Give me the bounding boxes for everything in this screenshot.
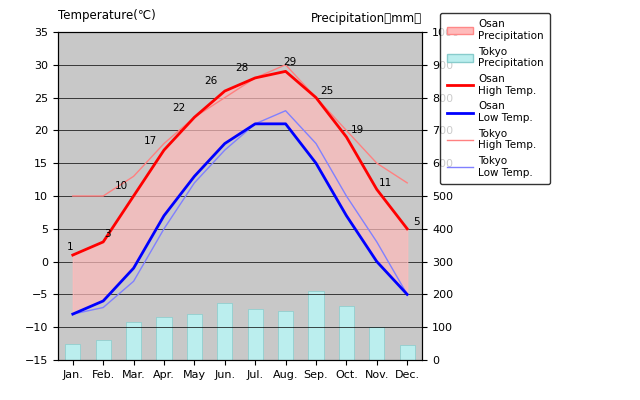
Osan
High Temp.: [191, 115, 198, 120]
Tokyo
Low Temp.: [252, 122, 259, 126]
Osan
Low Temp.: [69, 312, 77, 316]
Tokyo
High Temp.: [373, 161, 381, 166]
Tokyo
High Temp.: [130, 174, 138, 179]
Osan
High Temp.: [69, 253, 77, 258]
Osan
Low Temp.: [252, 122, 259, 126]
Bar: [339, 306, 354, 360]
Osan
Low Temp.: [221, 141, 228, 146]
Bar: [95, 340, 111, 360]
Osan
High Temp.: [221, 89, 228, 94]
Text: 5: 5: [413, 217, 420, 227]
Text: 26: 26: [205, 76, 218, 86]
Tokyo
Low Temp.: [282, 108, 289, 113]
Tokyo
High Temp.: [312, 95, 320, 100]
Osan
Low Temp.: [373, 259, 381, 264]
Text: 19: 19: [351, 125, 364, 135]
Tokyo
High Temp.: [252, 76, 259, 80]
Text: 22: 22: [173, 103, 186, 113]
Tokyo
Low Temp.: [191, 180, 198, 185]
Bar: [187, 314, 202, 360]
Bar: [308, 291, 324, 360]
Bar: [369, 327, 385, 360]
Tokyo
High Temp.: [282, 62, 289, 67]
Text: 25: 25: [320, 86, 333, 96]
Tokyo
High Temp.: [160, 141, 168, 146]
Tokyo
High Temp.: [221, 95, 228, 100]
Tokyo
Low Temp.: [373, 240, 381, 244]
Bar: [217, 303, 232, 360]
Text: 17: 17: [144, 136, 157, 146]
Osan
High Temp.: [342, 134, 350, 139]
Text: 29: 29: [284, 57, 297, 67]
Osan
High Temp.: [160, 148, 168, 152]
Line: Tokyo
Low Temp.: Tokyo Low Temp.: [73, 111, 407, 314]
Osan
High Temp.: [99, 240, 107, 244]
Text: Temperature(℃): Temperature(℃): [58, 9, 156, 22]
Tokyo
High Temp.: [403, 180, 411, 185]
Osan
Low Temp.: [312, 161, 320, 166]
Osan
Low Temp.: [282, 122, 289, 126]
Tokyo
High Temp.: [69, 194, 77, 198]
Text: 10: 10: [115, 182, 128, 192]
Osan
High Temp.: [373, 187, 381, 192]
Osan
High Temp.: [252, 76, 259, 80]
Tokyo
Low Temp.: [342, 194, 350, 198]
Bar: [156, 317, 172, 360]
Osan
High Temp.: [130, 194, 138, 198]
Text: Precipitation（mm）: Precipitation（mm）: [311, 12, 422, 26]
Text: 28: 28: [235, 63, 248, 73]
Bar: [278, 311, 293, 360]
Osan
Low Temp.: [191, 174, 198, 179]
Tokyo
Low Temp.: [312, 141, 320, 146]
Osan
High Temp.: [282, 69, 289, 74]
Legend: Osan
Precipitation, Tokyo
Precipitation, Osan
High Temp., Osan
Low Temp., Tokyo
: Osan Precipitation, Tokyo Precipitation,…: [440, 13, 550, 184]
Tokyo
High Temp.: [99, 194, 107, 198]
Bar: [248, 309, 263, 360]
Tokyo
Low Temp.: [99, 305, 107, 310]
Text: 11: 11: [380, 178, 392, 188]
Osan
High Temp.: [403, 226, 411, 231]
Osan
Low Temp.: [130, 266, 138, 270]
Tokyo
High Temp.: [191, 115, 198, 120]
Tokyo
Low Temp.: [69, 312, 77, 316]
Tokyo
High Temp.: [342, 128, 350, 133]
Bar: [65, 344, 81, 360]
Osan
Low Temp.: [160, 213, 168, 218]
Tokyo
Low Temp.: [160, 226, 168, 231]
Osan
Low Temp.: [403, 292, 411, 297]
Tokyo
Low Temp.: [130, 279, 138, 284]
Line: Tokyo
High Temp.: Tokyo High Temp.: [73, 65, 407, 196]
Osan
High Temp.: [312, 95, 320, 100]
Text: 1: 1: [67, 242, 73, 252]
Text: 3: 3: [104, 229, 111, 239]
Osan
Low Temp.: [342, 213, 350, 218]
Bar: [126, 322, 141, 360]
Bar: [399, 345, 415, 360]
Tokyo
Low Temp.: [221, 148, 228, 152]
Tokyo
Low Temp.: [403, 292, 411, 297]
Line: Osan
Low Temp.: Osan Low Temp.: [73, 124, 407, 314]
Osan
Low Temp.: [99, 298, 107, 303]
Line: Osan
High Temp.: Osan High Temp.: [73, 71, 407, 255]
